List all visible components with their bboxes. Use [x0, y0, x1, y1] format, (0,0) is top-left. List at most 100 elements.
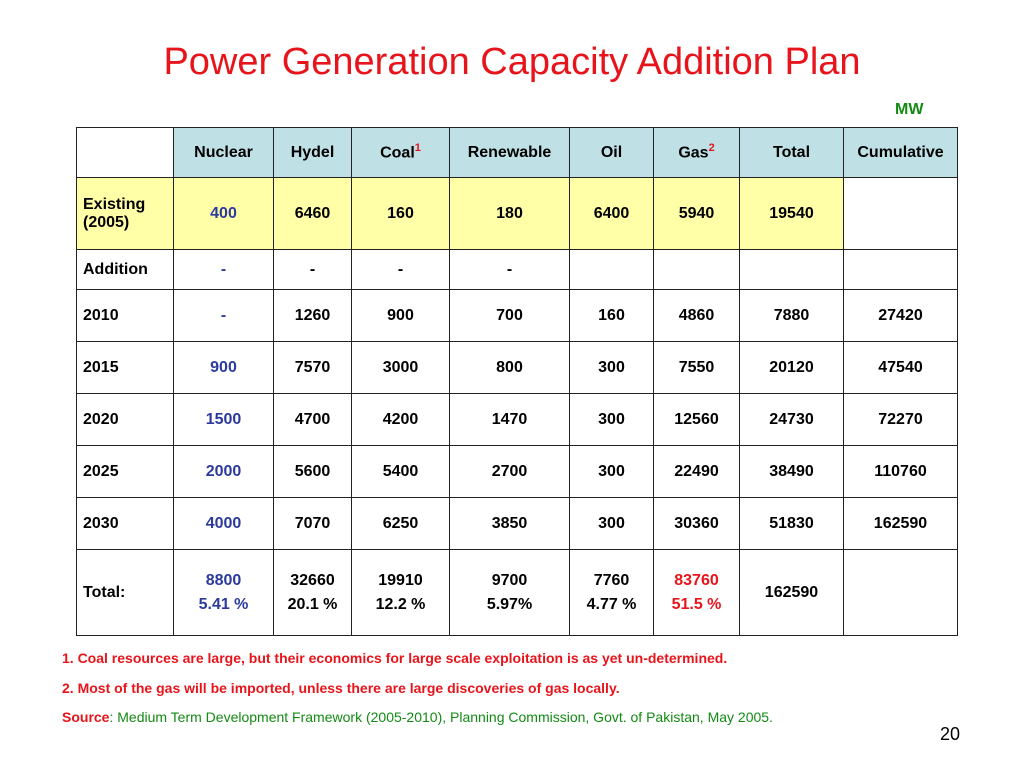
cell-renewable: 3850 [449, 497, 570, 550]
cell-gas: 7550 [653, 341, 740, 394]
total-percent: 20.1 % [287, 595, 338, 613]
source-line: Source: Medium Term Development Framewor… [62, 709, 773, 725]
cell-renewable: 180 [449, 177, 570, 250]
cell-hydel: 1260 [273, 289, 352, 342]
cell-renewable: 800 [449, 341, 570, 394]
source-label: Source [62, 709, 110, 725]
cell-coal-total: 19910 12.2 % [351, 549, 450, 636]
cell-nuclear: 900 [173, 341, 274, 394]
cell-oil: 300 [569, 341, 654, 394]
table-row-2010: 2010 - 1260 900 700 160 4860 7880 27420 [76, 289, 958, 342]
header-row: Nuclear Hydel Coal1 Renewable Oil Gas2 T… [76, 127, 958, 178]
cell-nuclear: 1500 [173, 393, 274, 446]
header-cumulative: Cumulative [843, 127, 958, 178]
header-coal-footnote: 1 [414, 142, 421, 155]
header-nuclear: Nuclear [173, 127, 274, 178]
cell-nuclear: 2000 [173, 445, 274, 498]
total-percent: 5.97% [486, 595, 533, 613]
total-value: 7760 [593, 571, 630, 589]
cell-total [739, 249, 844, 290]
cell-cumulative [843, 249, 958, 290]
slide-title: Power Generation Capacity Addition Plan [163, 41, 861, 83]
footnote-gas: 2. Most of the gas will be imported, unl… [62, 680, 620, 696]
table-row-existing: Existing (2005) 400 6460 160 180 6400 59… [76, 177, 958, 250]
header-hydel: Hydel [273, 127, 352, 178]
cell-renewable: 700 [449, 289, 570, 342]
cell-nuclear: 400 [173, 177, 274, 250]
cell-hydel: - [273, 249, 352, 290]
cell-coal: 3000 [351, 341, 450, 394]
cell-cumulative: 72270 [843, 393, 958, 446]
cell-coal: 4200 [351, 393, 450, 446]
cell-coal: 6250 [351, 497, 450, 550]
cell-gas: 5940 [653, 177, 740, 250]
cell-total: 24730 [739, 393, 844, 446]
cell-nuclear: 4000 [173, 497, 274, 550]
cell-nuclear-total: 8800 5.41 % [173, 549, 274, 636]
cell-hydel: 4700 [273, 393, 352, 446]
cell-hydel: 7070 [273, 497, 352, 550]
cell-total: 20120 [739, 341, 844, 394]
page-number: 20 [940, 724, 961, 744]
unit-label: MW [895, 101, 924, 118]
row-label-year: 2030 [76, 497, 174, 550]
cell-renewable: - [449, 249, 570, 290]
table-row-2030: 2030 4000 7070 6250 3850 300 30360 51830… [76, 497, 958, 550]
cell-coal: 900 [351, 289, 450, 342]
cell-gas: 22490 [653, 445, 740, 498]
total-value: 9700 [491, 571, 528, 589]
row-label-existing: Existing (2005) [76, 177, 174, 250]
table-row-addition: Addition - - - - [76, 249, 958, 290]
cell-coal: - [351, 249, 450, 290]
header-gas: Gas2 [653, 127, 740, 178]
total-value: 8800 [205, 571, 242, 589]
footnote-coal: 1. Coal resources are large, but their e… [62, 650, 728, 666]
total-percent: 5.41 % [198, 595, 249, 613]
cell-oil: 300 [569, 497, 654, 550]
total-value: 19910 [378, 571, 423, 589]
cell-oil [569, 249, 654, 290]
row-label-year: 2015 [76, 341, 174, 394]
cell-oil-total: 7760 4.77 % [569, 549, 654, 636]
table-row-2015: 2015 900 7570 3000 800 300 7550 20120 47… [76, 341, 958, 394]
cell-total: 51830 [739, 497, 844, 550]
cell-hydel-total: 32660 20.1 % [273, 549, 352, 636]
row-label-year: 2025 [76, 445, 174, 498]
cell-cumulative: 110760 [843, 445, 958, 498]
total-value: 32660 [290, 571, 335, 589]
cell-cumulative: 47540 [843, 341, 958, 394]
header-oil: Oil [569, 127, 654, 178]
total-percent: 12.2 % [375, 595, 426, 613]
header-corner [76, 127, 174, 178]
cell-gas: 12560 [653, 393, 740, 446]
cell-coal: 160 [351, 177, 450, 250]
source-text: : Medium Term Development Framework (200… [109, 709, 773, 725]
cell-gas: 4860 [653, 289, 740, 342]
cell-hydel: 7570 [273, 341, 352, 394]
cell-total: 38490 [739, 445, 844, 498]
cell-renewable-total: 9700 5.97% [449, 549, 570, 636]
cell-gas [653, 249, 740, 290]
cell-cumulative: 162590 [843, 497, 958, 550]
total-percent: 51.5 % [671, 595, 722, 613]
cell-grand-total: 162590 [739, 549, 844, 636]
cell-oil: 160 [569, 289, 654, 342]
cell-cumulative-total [843, 549, 958, 636]
cell-coal: 5400 [351, 445, 450, 498]
row-label-addition: Addition [76, 249, 174, 290]
header-renewable: Renewable [449, 127, 570, 178]
row-label-total: Total: [76, 549, 174, 636]
table-row-2025: 2025 2000 5600 5400 2700 300 22490 38490… [76, 445, 958, 498]
cell-oil: 300 [569, 445, 654, 498]
total-percent: 4.77 % [586, 595, 637, 613]
header-gas-label: Gas [678, 144, 709, 162]
header-total: Total [739, 127, 844, 178]
cell-total: 7880 [739, 289, 844, 342]
cell-oil: 6400 [569, 177, 654, 250]
cell-gas: 30360 [653, 497, 740, 550]
cell-renewable: 1470 [449, 393, 570, 446]
cell-total: 19540 [739, 177, 844, 250]
header-gas-footnote: 2 [708, 142, 715, 155]
table-row-2020: 2020 1500 4700 4200 1470 300 12560 24730… [76, 393, 958, 446]
cell-hydel: 5600 [273, 445, 352, 498]
